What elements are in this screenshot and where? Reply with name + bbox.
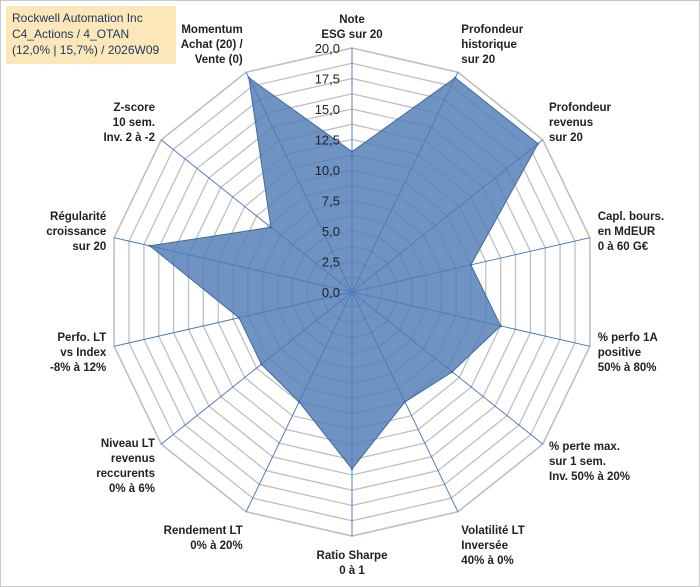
axis-label: Profondeur revenus sur 20: [549, 102, 611, 144]
data-point: [269, 226, 273, 229]
tick-label: 5,0: [322, 224, 340, 239]
axis-label: Profondeur historique sur 20: [461, 24, 523, 66]
tick-label: 2,5: [322, 255, 340, 270]
axis-label: % perte max. sur 1 sem. Inv. 50% à 20%: [549, 441, 630, 483]
tick-label: 15,0: [315, 102, 340, 117]
data-point: [297, 400, 301, 404]
tick-label: 0,0: [322, 285, 340, 300]
axis-labels: Note ESG sur 20 Profondeur historique sur 20…: [46, 14, 664, 577]
data-point: [237, 316, 241, 319]
data-point: [247, 76, 250, 79]
axis-label: Volatilité LT Inversée 40% à 0%: [461, 525, 524, 567]
data-point: [260, 363, 263, 366]
data-point: [454, 76, 457, 79]
data-point: [403, 400, 407, 404]
title-line-1: Rockwell Automation Inc: [12, 11, 143, 25]
axis-label: Perfo. LT vs Index -8% à 12%: [50, 332, 107, 374]
tick-label: 10,0: [315, 163, 340, 178]
axis-label: Rendement LT 0% à 20%: [164, 525, 243, 552]
tick-label: 7,5: [322, 194, 340, 209]
data-point: [469, 263, 473, 267]
data-point: [499, 324, 502, 328]
chart-title: Rockwell Automation Inc C4_Actions / 4_O…: [6, 6, 176, 64]
title-line-2: C4_Actions / 4_OTAN: [12, 27, 130, 41]
data-point: [148, 244, 151, 247]
data-point: [451, 370, 454, 374]
axis-label: % perfo 1A positive 50% à 80%: [598, 332, 658, 374]
radial-ticks: 0,0 2,5 5,0 7,5 10,0 12,5 15,0 17,5 20,0: [315, 41, 340, 300]
axis-label: Régularité croissance sur 20: [46, 211, 106, 253]
tick-label: 17,5: [315, 72, 340, 87]
data-point: [536, 142, 540, 145]
series-area: [148, 76, 539, 470]
axis-label: Z-score 10 sem. Inv. 2 à -2: [103, 102, 155, 144]
axis-label: Capl. bours. en MdEUR 0 à 60 G€: [598, 211, 664, 253]
axis-label: Ratio Sharpe 0 à 1: [317, 550, 388, 577]
tick-label: 20,0: [315, 41, 340, 56]
data-point: [350, 467, 354, 471]
axis-label: Niveau LT revenus reccurents 0% à 6%: [96, 438, 155, 495]
title-line-3: (12,0% | 15,7%) / 2026W09: [12, 43, 160, 57]
data-point: [350, 150, 354, 153]
axis-label: Momentum Achat (20) / Vente (0): [181, 24, 244, 66]
tick-label: 12,5: [315, 133, 340, 148]
data-series: [148, 76, 540, 471]
axis-label: Note ESG sur 20: [321, 14, 382, 41]
